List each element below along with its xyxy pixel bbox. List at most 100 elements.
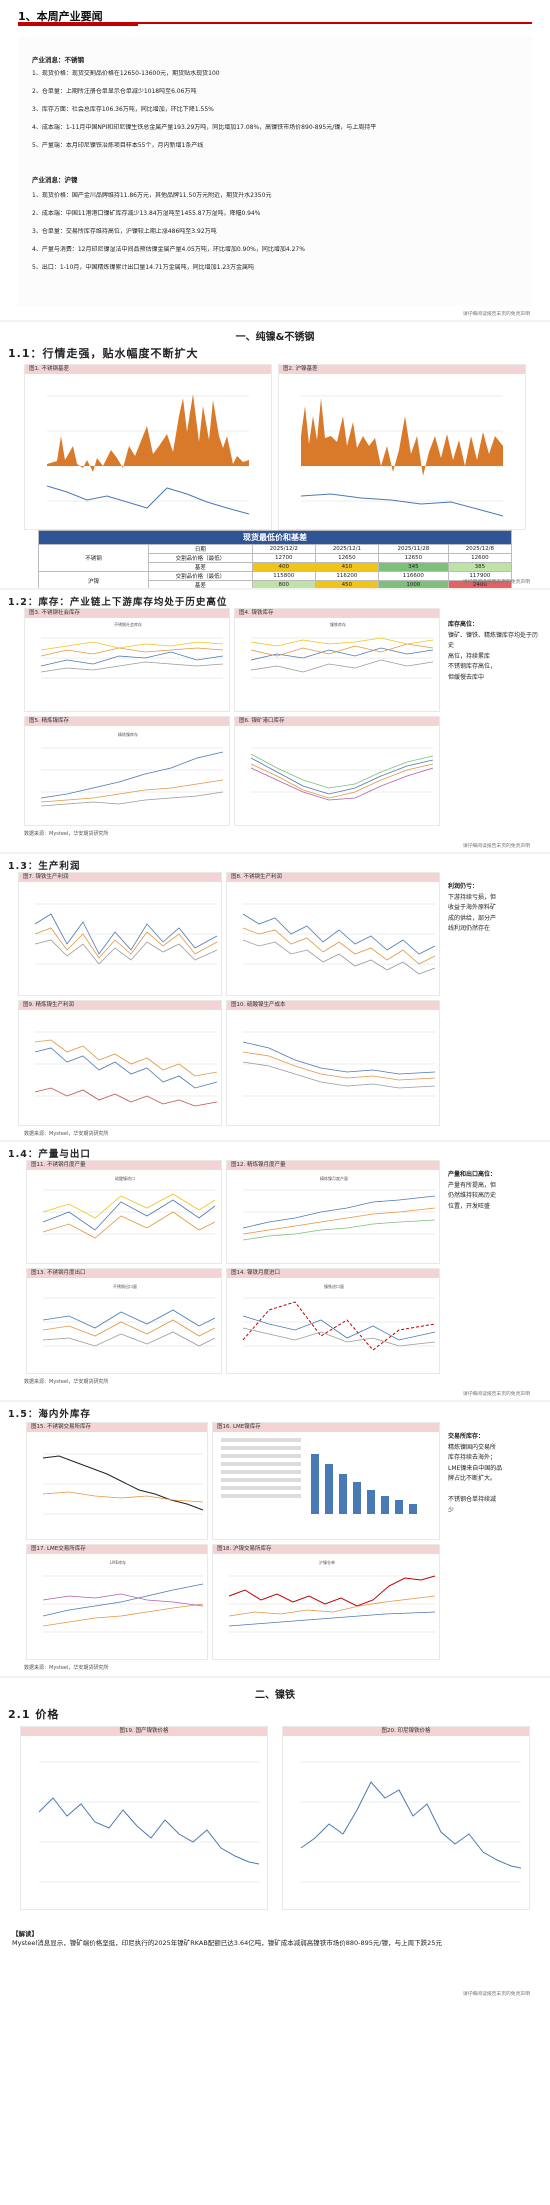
disclaimer-note: 请仔细阅读报告末页的免责声明 (462, 312, 530, 317)
chart-nife-import: 图14. 镍铁月度进口 镍铁进口量 (226, 1268, 440, 1374)
nife-inventory-svg: 镍铁库存 (250, 621, 434, 679)
chart-title: 图1. 不锈钢基差 (25, 365, 271, 374)
chart-refined-ni-output: 图12. 精炼镍月度产量 精炼镍月度产量 (226, 1160, 440, 1264)
chart-refined-ni-inventory: 图5. 精炼镍库存 精炼镍库存 (24, 716, 230, 826)
chart-ss-profit: 图8. 不锈钢生产利润 (226, 872, 440, 996)
ss-label: 不锈钢 (38, 544, 149, 572)
chart-title: 图16. LME镍库存 (213, 1423, 439, 1432)
side-text: 库存持续去海外； (448, 1454, 497, 1461)
side-text: 精炼镍国内交易所 (448, 1443, 497, 1451)
lme-ni-inventory-svg (221, 1438, 417, 1514)
chart-lme-exchange-inventory: 图17. LME交易所库存 LME库存 (26, 1544, 208, 1660)
chart-inner-title: 精炼镍月度产量 (320, 1175, 348, 1181)
chart-inner-title: 硫酸镍进口 (115, 1175, 135, 1181)
section-title: 一、纯镍&不锈钢 (235, 332, 315, 343)
chart-inner-title: LME库存 (110, 1559, 126, 1565)
table-cell: 345 (378, 562, 449, 572)
chart-ni-basis: 图2. 沪镍基差 (278, 364, 526, 530)
table-head-cell: 2025/12/8 (447, 544, 513, 554)
chart-title: 图20. 印尼镍铁价格 (283, 1727, 529, 1736)
chart-indonesia-nife-price: 图20. 印尼镍铁价格 (282, 1726, 530, 1910)
page-separator (0, 852, 550, 854)
side-text: 少 (448, 1506, 455, 1514)
table-cell: 116600 (378, 571, 449, 581)
side-commentary: 利润仍亏： 下游持续亏损，但 收益于海外原料矿 成的供给，部分产 线利润仍然存在 (448, 882, 542, 935)
side-text: 不锈钢仓单持续减 (448, 1496, 497, 1503)
refined-ni-inventory-svg: 精炼镍库存 (40, 731, 224, 807)
side-text: 线利润仍然存在 (448, 925, 491, 932)
price-table: 现货最低价和基差 不锈钢 日期 2025/12/2 2025/12/1 2025… (38, 530, 513, 590)
ss-export-svg: 不锈钢出口量 (42, 1283, 216, 1347)
ni-news-title: 产业消息：沪镍 (32, 176, 78, 184)
interpretation-text: Mysteel消息显示，镍矿端价格坚挺，印尼执行的2025年镍矿RKAB配额已达… (12, 1939, 442, 1948)
chart-title: 图13. 不锈钢月度出口 (27, 1269, 221, 1278)
table-cell: 115800 (251, 571, 316, 581)
ss-line-2: 2、仓单量：上期所注册仓单显示仓单减少1018吨至6.06万吨 (32, 88, 197, 95)
table-cell: 385 (447, 562, 513, 572)
data-source: 数据来源：Mysteel，华安期货研究所 (24, 1379, 109, 1385)
chart-title: 图15. 不锈钢交易所库存 (27, 1423, 207, 1432)
table-cell: 400 (251, 562, 316, 572)
data-source: 数据来源：Mysteel，华安期货研究所 (24, 1665, 109, 1671)
ni-line-5: 5、出口：1-10月，中国精炼镍累计出口量14.71万金属吨，同比增加1.23万… (32, 264, 254, 271)
chart-title: 图19. 国产镍铁价格 (21, 1727, 267, 1736)
table-head-cell: 2025/12/2 (251, 544, 316, 554)
chart-nife-inventory: 图4. 镍铁库存 镍铁库存 (234, 608, 440, 712)
chart-nickel-sulfate-cost: 图10. 硫酸镍生产成本 (226, 1000, 440, 1126)
chart-title: 图18. 沪镍交易所库存 (213, 1545, 439, 1554)
subsection-title: 1.5：海内外库存 (8, 1409, 91, 1420)
table-head-cell: 2025/11/28 (378, 544, 449, 554)
side-commentary: 交易所库存： 精炼镍国内交易所 库存持续去海外； LME镍来自中国的品 牌占比不… (448, 1432, 542, 1516)
subsection-title: 1.4：产量与出口 (8, 1149, 91, 1160)
refined-ni-profit-svg (34, 1031, 218, 1107)
chart-ss-basis: 图1. 不锈钢基差 (24, 364, 272, 530)
ss-line-1: 1、现货价格：现货交割品价格在12650-13600元，期货贴水现货100 (32, 70, 220, 77)
chart-ore-port-inventory: 图6. 镍矿港口库存 (234, 716, 440, 826)
price-line (46, 485, 250, 515)
chart-inner-title: 镍铁库存 (330, 621, 346, 627)
side-text: LME镍来自中国的品 (448, 1464, 503, 1472)
ss-exchange-inventory-svg (42, 1453, 204, 1515)
side-text: 镍矿、镍铁、精炼镍库存均处于历史 (448, 631, 539, 650)
side-text: 但缓慢去库中 (448, 673, 485, 681)
ss-line-4: 4、成本端：1-11月中国NPI和印尼镍生铁总金属产量193.29万吨，同比增加… (32, 124, 377, 131)
chart-ss-exchange-inventory: 图15. 不锈钢交易所库存 (26, 1422, 208, 1540)
lme-exchange-inventory-svg: LME库存 (42, 1559, 204, 1633)
disclaimer-note: 请仔细阅读报告末页的免责声明 (462, 1992, 530, 1997)
table-cell: 12650 (314, 553, 380, 563)
chart-title: 图2. 沪镍基差 (279, 365, 525, 374)
ore-port-inventory-svg (250, 747, 434, 801)
row-label: 交割品价格（最低） (148, 571, 253, 581)
table-head-cell: 日期 (148, 544, 253, 554)
subsection-title: 1.2：库存：产业链上下游库存均处于历史高位 (8, 597, 228, 608)
page-separator (0, 1400, 550, 1402)
chart-inner-title: 沪镍仓单 (319, 1559, 335, 1565)
chart-title: 图14. 镍铁月度进口 (227, 1269, 439, 1278)
side-text: 位置，开发旺盛 (448, 1202, 491, 1210)
chart-title: 图9. 精炼镍生产利润 (19, 1001, 221, 1010)
side-text: 产量有所提高，但 (448, 1181, 497, 1189)
chart-nife-profit: 图7. 镍铁生产利润 (18, 872, 222, 996)
subsection-title: 1.3：生产利润 (8, 861, 81, 872)
page-separator (0, 1676, 550, 1678)
side-heading: 交易所库存： (448, 1433, 485, 1440)
ss-basis-svg (46, 394, 250, 515)
ni-line-1: 1、现货价格：国产金川品牌维持11.86万元，其他品牌11.50万元附近，期货升… (32, 192, 272, 199)
chart-title: 图17. LME交易所库存 (27, 1545, 207, 1554)
side-text: 牌占比不断扩大。 (448, 1475, 497, 1482)
ss-inventory-svg: 不锈钢社会库存 (40, 621, 224, 679)
side-text: 下游持续亏损，但 (448, 893, 497, 901)
side-text: 收益于海外原料矿 (448, 904, 497, 911)
interpretation: 【解读】 Mysteel消息显示，镍矿端价格坚挺，印尼执行的2025年镍矿RKA… (12, 1930, 538, 1949)
data-source: 数据来源：Mysteel，华安期货研究所 (24, 831, 109, 837)
ni-line-2: 2、成本端：中国11港港口镍矿库存减少13.84万湿吨至1455.87万湿吨，降… (32, 210, 261, 217)
refined-ni-output-svg: 精炼镍月度产量 (242, 1175, 436, 1241)
ss-news-title: 产业消息：不锈钢 (32, 56, 84, 64)
subsection-title: 2.1 价格 (8, 1708, 60, 1721)
chart-inner-title: 镍铁进口量 (324, 1283, 344, 1289)
ss-profit-svg (242, 903, 436, 975)
side-heading: 产量和出口高位： (448, 1171, 497, 1178)
chart-domestic-nife-price: 图19. 国产镍铁价格 (20, 1726, 268, 1910)
row-label: 基差 (148, 562, 253, 572)
chart-lme-ni-inventory: 图16. LME镍库存 (212, 1422, 440, 1540)
